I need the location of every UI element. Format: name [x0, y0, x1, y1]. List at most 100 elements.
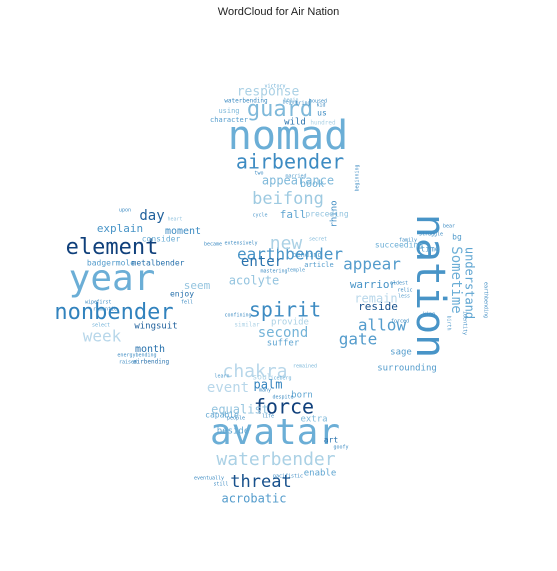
word-provide: provide	[271, 318, 309, 328]
word-begun: begun	[282, 100, 297, 106]
word-acolyte: acolyte	[229, 274, 280, 288]
word-enjoy: enjoy	[170, 290, 194, 299]
word-fell: fell	[181, 300, 193, 306]
word-begin: begin	[283, 98, 298, 104]
word-wipe: wipe	[85, 300, 97, 306]
word-energybending: energybending	[117, 353, 156, 359]
word-birth: birth	[446, 315, 452, 330]
word-seem: seem	[184, 279, 211, 292]
word-remained: remained	[293, 364, 317, 370]
word-eventually: eventually	[194, 476, 224, 482]
word-force: force	[254, 395, 314, 419]
word-waterbending: waterbending	[224, 98, 268, 105]
word-secret: secret	[309, 237, 327, 243]
word-art: art	[324, 436, 339, 445]
word-appearance: appearance	[262, 174, 334, 188]
word-enter: enter	[241, 254, 283, 270]
word-avatar: avatar	[210, 412, 340, 453]
chart-title: WordCloud for Air Nation	[217, 6, 340, 18]
word-appear: appear	[343, 255, 401, 274]
word-book: book	[300, 179, 324, 190]
word-equalist: equalist	[211, 403, 269, 417]
word-response: response	[237, 85, 300, 100]
word-earthbending: earthbending	[483, 282, 489, 318]
word-week: week	[83, 327, 122, 346]
word-second: second	[258, 325, 309, 341]
word-confining: confining	[224, 313, 251, 319]
word-remain: remain	[354, 292, 397, 306]
word-kid: kid	[316, 103, 325, 109]
word-month: month	[135, 344, 165, 355]
word-character: character	[210, 116, 248, 124]
word-nonbender: nonbender	[54, 300, 173, 325]
word-mastering: mastering	[260, 269, 287, 275]
word-using: using	[218, 107, 239, 115]
word-beginning: beginning	[355, 164, 361, 191]
word-identity: identity	[462, 311, 468, 335]
word-still: still	[213, 482, 228, 488]
word-heart: heart	[167, 217, 182, 223]
word-year: year	[69, 258, 156, 299]
word-understand: understand	[463, 247, 477, 319]
word-romantic: romantic	[93, 307, 117, 313]
word-article: article	[304, 261, 334, 269]
word-earthbender: earthbender	[237, 245, 343, 264]
word-suffer: suffer	[267, 339, 300, 349]
word-bring: bring	[295, 101, 310, 107]
word-bear: bear	[443, 224, 455, 230]
word-preceding: preceding	[305, 210, 349, 219]
word-moment: moment	[165, 226, 201, 237]
word-beifong: beifong	[252, 189, 324, 209]
word-capable: capable	[205, 411, 239, 420]
word-king: king	[423, 312, 435, 318]
word-new: new	[270, 233, 303, 254]
word-allow: allow	[358, 316, 407, 335]
word-wild: wild	[284, 118, 306, 128]
word-chakra: chakra	[222, 361, 287, 382]
word-victory: victory	[264, 84, 285, 90]
word-two: two	[254, 171, 263, 177]
word-born: born	[291, 391, 313, 401]
word-sometime: Sometime	[448, 246, 464, 313]
word-guard: guard	[247, 97, 313, 122]
word-event: event	[207, 380, 249, 396]
word-first: first	[96, 300, 111, 306]
word-raised: raised	[119, 360, 137, 366]
word-surrounding: surrounding	[377, 364, 437, 374]
word-sage: sage	[390, 348, 412, 358]
word-airbending: airbending	[133, 359, 170, 366]
word-succeeding: succeeding	[375, 241, 423, 250]
word-extensively: extensively	[224, 241, 257, 247]
word-time: time	[420, 245, 439, 254]
word-iceberg: iceberg	[270, 376, 291, 382]
word-threat: threat	[230, 472, 291, 492]
word-became: became	[204, 242, 222, 248]
word-enable: enable	[304, 469, 337, 479]
word-reside: reside	[358, 300, 398, 313]
word-explain: explain	[97, 222, 143, 235]
word-despite: despite	[272, 395, 293, 401]
word-oldest: oldest	[390, 281, 408, 287]
word-nomad: nomad	[228, 113, 348, 159]
word-goofy: goofy	[333, 445, 348, 451]
word-us: us	[317, 109, 327, 118]
word-waterbender: waterbender	[216, 449, 335, 470]
word-life: life	[262, 414, 274, 420]
word-temple: temple	[287, 268, 305, 274]
word-fall: fall	[280, 208, 307, 221]
word-warrior: warrior	[350, 278, 397, 291]
word-consider: consider	[142, 235, 181, 244]
word-wingsuit: wingsuit	[134, 322, 177, 332]
word-bending: bending	[292, 251, 322, 259]
word-airbender: airbender	[236, 150, 344, 174]
word-metalbender: metalbender	[132, 259, 185, 268]
word-gate: gate	[339, 330, 378, 349]
word-pacifistic: pacifistic	[273, 474, 303, 480]
word-soul: soul	[252, 373, 271, 382]
word-hundred: hundred	[310, 120, 336, 127]
word-bg: bg	[452, 233, 462, 242]
word-many: many	[259, 388, 271, 394]
word-palm: palm	[254, 378, 283, 392]
